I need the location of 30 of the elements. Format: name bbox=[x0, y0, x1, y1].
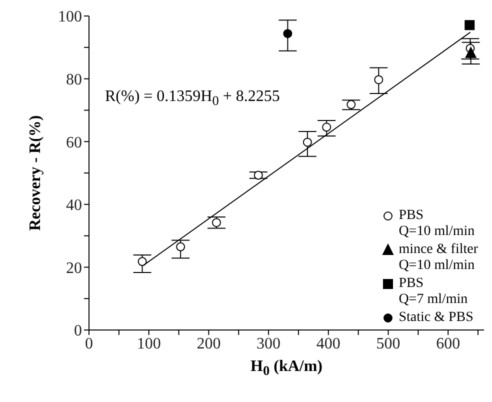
x-tick-label: 500 bbox=[376, 335, 400, 352]
y-tick-label: 60 bbox=[66, 134, 82, 152]
y-tick-label: 100 bbox=[58, 8, 82, 26]
point bbox=[212, 218, 221, 228]
point bbox=[283, 29, 292, 38]
y-tick-label: 80 bbox=[66, 71, 82, 88]
x-tick-label: 100 bbox=[136, 335, 161, 352]
point bbox=[374, 75, 384, 84]
legend-label: mince & filter Q=10 ml/min bbox=[398, 242, 478, 274]
y-axis-title: Recovery - R(%) bbox=[26, 114, 45, 233]
point bbox=[254, 170, 263, 180]
point bbox=[464, 20, 475, 30]
x-tick-label: 200 bbox=[196, 335, 221, 352]
legend-label: Static & PBS bbox=[398, 310, 474, 326]
annotation: R(%) = 0.1359H$_{0}$ + 8.2255 bbox=[105, 88, 280, 110]
point bbox=[176, 242, 186, 252]
y-tick-label: 40 bbox=[66, 197, 82, 214]
point bbox=[322, 122, 332, 132]
x-axis-title: H$_{0}$ (kA/m) bbox=[249, 358, 324, 380]
y-tick-label: 20 bbox=[66, 260, 82, 277]
x-tick-label: 600 bbox=[436, 335, 460, 352]
x-tick-label: 300 bbox=[256, 335, 281, 352]
point bbox=[465, 47, 476, 58]
point bbox=[138, 257, 147, 266]
point bbox=[302, 138, 312, 147]
point bbox=[346, 100, 356, 110]
x-tick-label: 400 bbox=[316, 335, 340, 352]
x-tick-label: 0 bbox=[85, 335, 93, 352]
y-tick-label: 0 bbox=[74, 322, 82, 340]
legend-label: PBS Q=7 ml/min bbox=[398, 276, 468, 308]
